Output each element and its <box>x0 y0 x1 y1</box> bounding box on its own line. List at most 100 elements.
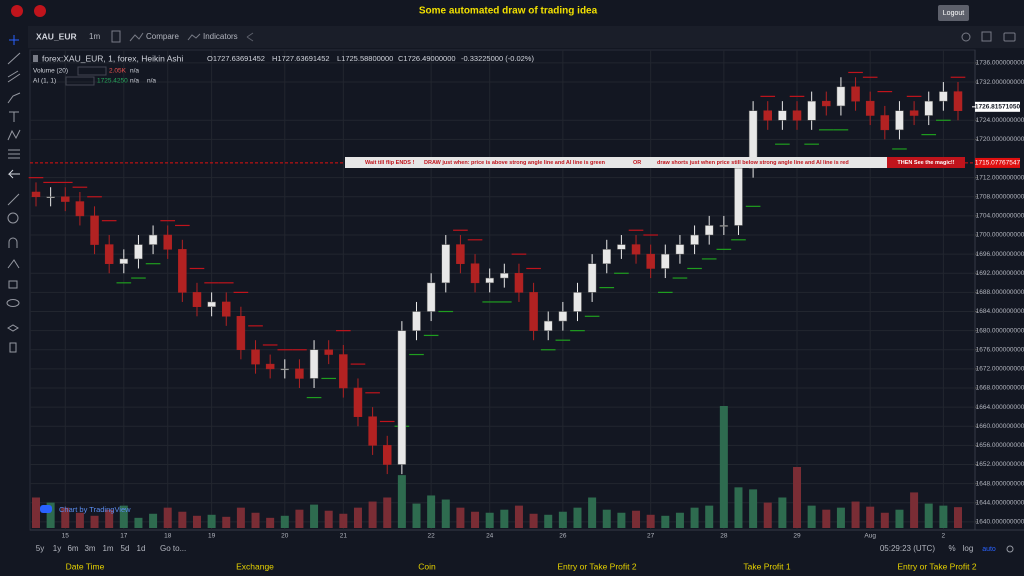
volume-bar <box>236 507 245 528</box>
study-buttons[interactable] <box>65 76 95 86</box>
trendline-tool[interactable] <box>7 52 21 65</box>
volume-bar <box>558 511 567 528</box>
candle-body <box>558 311 568 322</box>
brush-tool[interactable] <box>7 92 21 104</box>
logo-icon[interactable] <box>34 5 46 17</box>
compare[interactable]: Compare <box>146 32 179 41</box>
candle-body <box>90 215 99 245</box>
ai-layer <box>28 71 966 427</box>
pattern-tool[interactable] <box>7 129 21 141</box>
y-tick-label: 1688.000000000 <box>976 289 1024 296</box>
volume-bar <box>646 514 655 528</box>
candle-body <box>353 387 363 417</box>
level-label: 1715.07767547 <box>975 160 1021 167</box>
volume-bar <box>880 512 889 528</box>
text-tool[interactable] <box>9 111 19 122</box>
banner-highlight <box>887 157 965 168</box>
undo-icon[interactable] <box>246 32 254 42</box>
snapshot-icon[interactable] <box>1003 32 1016 42</box>
fib-tool[interactable] <box>7 70 21 83</box>
level-tag <box>975 157 1020 168</box>
range-settings[interactable] <box>1006 545 1014 553</box>
watermark[interactable]: Chart by TradingView <box>59 505 131 514</box>
range-button[interactable]: 1y <box>53 544 61 553</box>
candle-body <box>953 91 963 111</box>
volume-bar <box>251 512 260 528</box>
indicators-icon[interactable] <box>187 33 201 41</box>
goto[interactable]: Go to... <box>160 544 186 553</box>
volume-bar <box>383 497 392 528</box>
candle-body <box>529 292 538 331</box>
range-button[interactable]: 5d <box>121 544 130 553</box>
volume-bar <box>61 507 70 528</box>
footer-item: Take Profit 1 <box>743 561 791 571</box>
candle-body <box>939 91 948 102</box>
symbol[interactable]: XAU_EUR <box>36 31 77 41</box>
zoom-tool[interactable] <box>7 212 19 224</box>
range-button[interactable]: 5y <box>36 544 44 553</box>
logo-icon[interactable] <box>11 5 23 17</box>
x-tick-label: 20 <box>281 533 289 540</box>
candle-body <box>865 100 875 116</box>
logout-label[interactable]: Logout <box>943 10 964 17</box>
candle-body <box>61 196 70 202</box>
visibility-tool[interactable] <box>6 299 20 307</box>
prediction-tool[interactable] <box>8 149 20 159</box>
candle-body <box>426 282 436 312</box>
settings-icon[interactable] <box>961 32 971 42</box>
chart-type-icon[interactable] <box>111 30 121 43</box>
footer-item: Exchange <box>236 561 274 571</box>
trash-tool[interactable] <box>9 342 17 353</box>
range-button[interactable]: 1d <box>137 544 146 553</box>
volume-bar <box>163 507 172 528</box>
candle-body <box>441 244 451 284</box>
x-tick-label: 15 <box>62 533 70 540</box>
range-button[interactable]: 3m <box>84 544 95 553</box>
candle-body <box>909 110 919 116</box>
y-tick-label: 1644.000000000 <box>976 499 1024 506</box>
x-tick-label: 22 <box>428 533 436 540</box>
banner-text: DRAW just when: price is above strong an… <box>424 160 606 166</box>
volume-bar <box>719 406 728 528</box>
y-tick-label: 1736.000000000 <box>976 60 1024 67</box>
lock-tool[interactable] <box>8 280 18 289</box>
candle-body <box>104 244 114 264</box>
layers-tool[interactable] <box>7 324 19 332</box>
ai-legend: AI (1, 1) <box>33 78 56 85</box>
crosshair-tool[interactable] <box>9 35 19 45</box>
measure-tool[interactable] <box>7 193 20 206</box>
study-buttons[interactable] <box>77 66 107 76</box>
candle-body <box>339 354 348 389</box>
candle-body <box>880 115 890 131</box>
interval[interactable]: 1m <box>89 32 100 41</box>
auto-toggle[interactable]: auto <box>982 546 996 553</box>
back-tool[interactable] <box>7 169 20 179</box>
compare-icon[interactable] <box>129 32 144 42</box>
log-toggle[interactable]: log <box>963 544 974 553</box>
indicators[interactable]: Indicators <box>203 32 238 41</box>
candle-body <box>324 349 333 355</box>
candle-body <box>295 368 304 379</box>
candle-body <box>148 234 158 245</box>
collapse-icon[interactable] <box>33 55 38 62</box>
logout-button[interactable] <box>938 5 969 21</box>
candle-body <box>836 86 846 107</box>
candle-body <box>734 167 743 226</box>
percent-toggle[interactable]: % <box>948 544 955 553</box>
magnet-tool[interactable] <box>8 237 18 248</box>
fullscreen-icon[interactable] <box>981 31 992 42</box>
volume-bar <box>441 499 450 528</box>
y-tick-label: 1708.000000000 <box>976 193 1024 200</box>
y-tick-label: 1648.000000000 <box>976 480 1024 487</box>
volume-bar <box>822 509 831 528</box>
range-button[interactable]: 1m <box>102 544 113 553</box>
candle-body <box>368 416 377 446</box>
stay-drawing-tool[interactable] <box>7 259 20 269</box>
volume-bar <box>851 501 860 528</box>
range-bar: 5y 1y 6m 3m 1m 5d 1d <box>36 544 146 553</box>
watermark-icon <box>40 505 52 513</box>
volume-bar <box>675 512 684 528</box>
range-button[interactable]: 6m <box>67 544 78 553</box>
candle-body <box>485 277 494 284</box>
